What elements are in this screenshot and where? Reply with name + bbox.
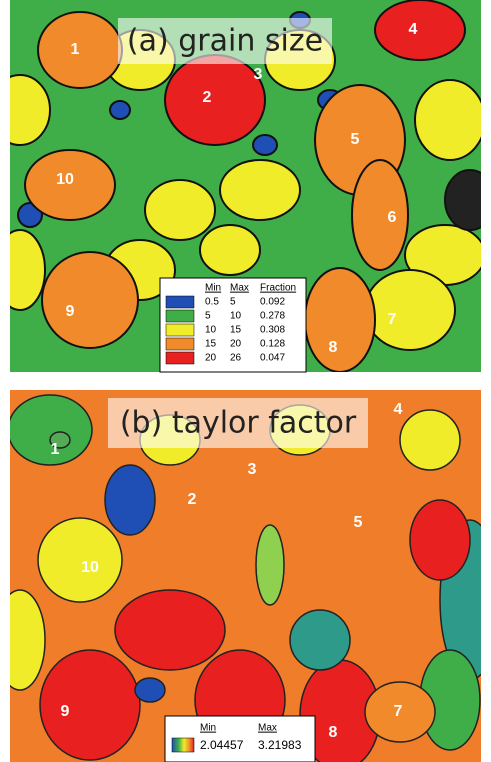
grain bbox=[444, 169, 481, 231]
grain bbox=[134, 677, 166, 703]
grain-label: 8 bbox=[329, 339, 338, 356]
grain bbox=[144, 179, 216, 241]
legend-min: 2.04457 bbox=[200, 738, 244, 752]
grain-label: 4 bbox=[394, 401, 403, 418]
legend-min: 5 bbox=[205, 311, 211, 322]
grain bbox=[37, 11, 123, 89]
grain bbox=[219, 159, 301, 221]
grain-label: 1 bbox=[71, 41, 80, 58]
legend-min: 15 bbox=[205, 339, 217, 350]
grain bbox=[41, 251, 139, 349]
grain bbox=[409, 499, 471, 581]
legend-max: 15 bbox=[230, 325, 242, 336]
grain-label: 2 bbox=[188, 491, 197, 508]
grain bbox=[10, 74, 51, 146]
grain bbox=[255, 524, 285, 606]
grain-label: 10 bbox=[56, 171, 74, 188]
grain bbox=[10, 589, 46, 691]
grain bbox=[414, 79, 481, 161]
legend-max: 20 bbox=[230, 339, 242, 350]
legend-fraction: 0.308 bbox=[260, 325, 285, 336]
grain bbox=[289, 609, 351, 671]
grain bbox=[39, 649, 141, 761]
grain bbox=[10, 229, 46, 311]
legend-swatch bbox=[165, 337, 195, 351]
legend-gradient bbox=[171, 737, 195, 753]
grain bbox=[351, 159, 409, 271]
legend-header: Min bbox=[200, 723, 216, 734]
legend-fraction: 0.278 bbox=[260, 311, 285, 322]
legend-min: 10 bbox=[205, 325, 217, 336]
grain-label: 9 bbox=[66, 303, 75, 320]
legend-max: 10 bbox=[230, 311, 242, 322]
grain bbox=[252, 134, 278, 156]
grain bbox=[364, 681, 436, 743]
grain-label: 7 bbox=[394, 703, 403, 720]
grain-label: 3 bbox=[248, 461, 257, 478]
legend-min: 20 bbox=[205, 353, 217, 364]
grain bbox=[10, 394, 93, 466]
grain bbox=[24, 149, 116, 221]
grain-label: 4 bbox=[409, 21, 418, 38]
legend-max: 3.21983 bbox=[258, 738, 302, 752]
grain-label: 2 bbox=[203, 89, 212, 106]
legend-fraction: 0.047 bbox=[260, 353, 285, 364]
grain bbox=[374, 0, 466, 61]
grain-label: 3 bbox=[254, 66, 263, 83]
grain bbox=[199, 224, 261, 276]
grain bbox=[109, 100, 131, 120]
legend-header: Max bbox=[230, 283, 249, 294]
legend-header: Max bbox=[258, 723, 277, 734]
legend-min: 0.5 bbox=[205, 297, 219, 308]
panel-title: (a) grain size bbox=[127, 24, 323, 59]
grain-label: 1 bbox=[51, 441, 60, 458]
legend-swatch bbox=[165, 323, 195, 337]
legend-swatch bbox=[165, 309, 195, 323]
grain bbox=[114, 589, 226, 671]
title-box bbox=[118, 18, 332, 64]
legend-header: Fraction bbox=[260, 283, 296, 294]
legend-header: Min bbox=[205, 283, 221, 294]
grain bbox=[304, 267, 376, 372]
grain-label: 5 bbox=[351, 131, 360, 148]
panel-title: (b) taylor factor bbox=[120, 406, 357, 441]
grain bbox=[364, 269, 456, 351]
legend-fraction: 0.092 bbox=[260, 297, 285, 308]
grain bbox=[104, 464, 156, 536]
taylor-factor-map bbox=[10, 390, 481, 762]
grain bbox=[49, 431, 71, 449]
grain-label: 8 bbox=[329, 724, 338, 741]
grain-label: 9 bbox=[61, 703, 70, 720]
grain bbox=[399, 409, 461, 471]
grain-label: 6 bbox=[388, 209, 397, 226]
grain-label: 10 bbox=[81, 559, 99, 576]
legend-swatch bbox=[165, 351, 195, 365]
grain bbox=[37, 517, 123, 603]
legend-fraction: 0.128 bbox=[260, 339, 285, 350]
title-box bbox=[108, 398, 368, 448]
legend-max: 5 bbox=[230, 297, 236, 308]
grain bbox=[164, 54, 266, 146]
legend-swatch bbox=[165, 295, 195, 309]
legend-max: 26 bbox=[230, 353, 242, 364]
grain-label: 7 bbox=[388, 311, 397, 328]
grain-label: 5 bbox=[354, 514, 363, 531]
